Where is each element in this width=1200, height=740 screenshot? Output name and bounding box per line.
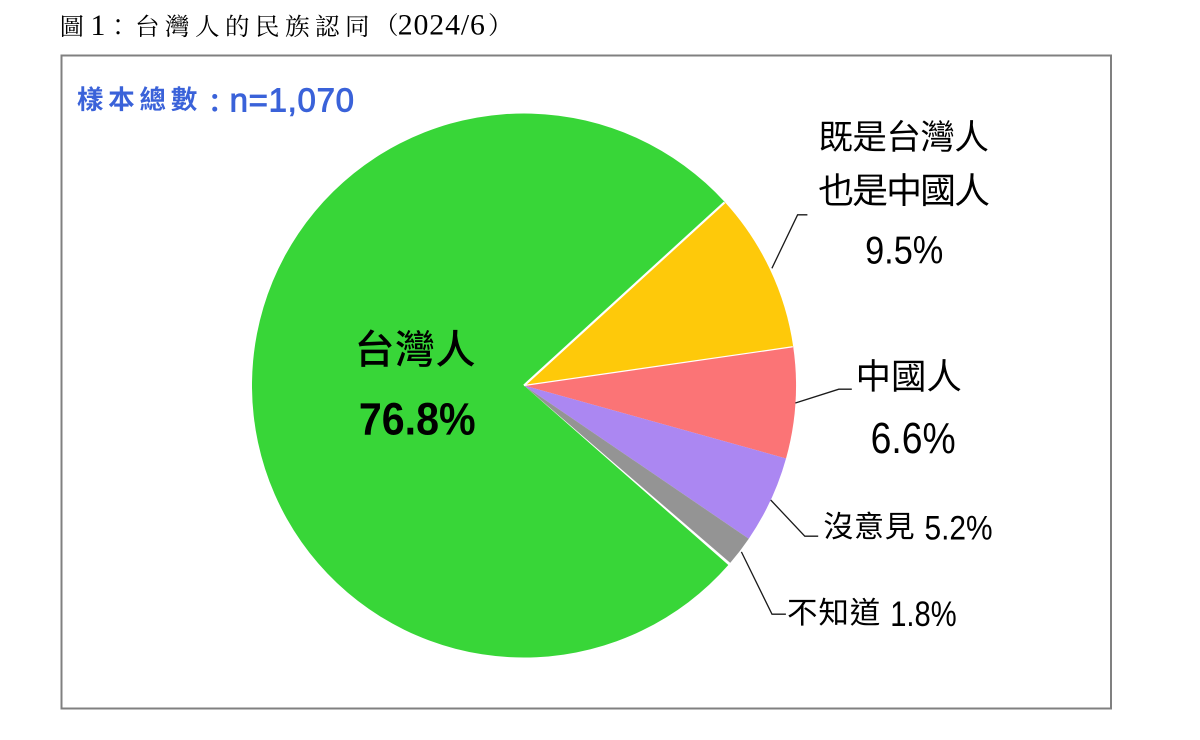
svg-text:6.6%: 6.6% [871,413,956,462]
svg-text:1.8%: 1.8% [890,594,956,633]
svg-text:76.8%: 76.8% [359,395,476,445]
svg-text:n=1,070: n=1,070 [230,82,355,119]
svg-text:9.5%: 9.5% [865,228,943,272]
svg-text:1: 1 [91,9,106,42]
svg-text:2024/6: 2024/6 [398,9,486,42]
svg-text:5.2%: 5.2% [925,509,993,547]
